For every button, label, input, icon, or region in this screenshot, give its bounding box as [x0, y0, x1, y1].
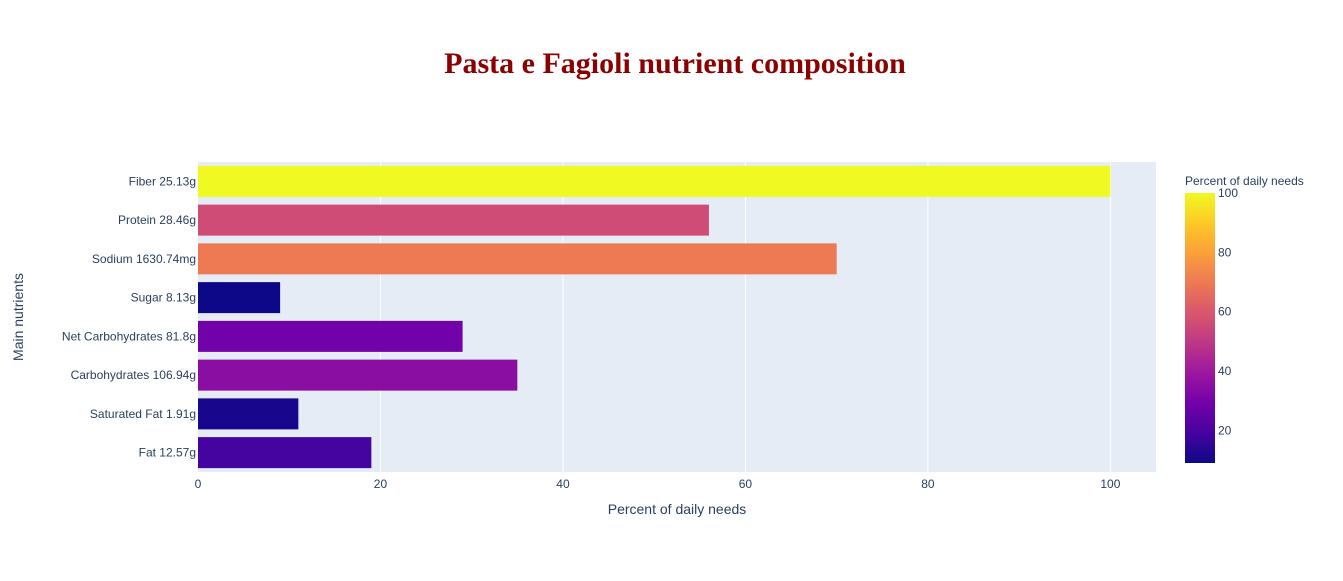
x-tick-label: 80: [921, 477, 935, 491]
y-tick-label: Sugar 8.13g: [131, 291, 196, 305]
y-tick-label: Sodium 1630.74mg: [92, 252, 196, 266]
bar-0: [198, 165, 1111, 197]
colorbar-tick-label: 100: [1218, 186, 1238, 200]
y-tick-label: Fat 12.57g: [139, 446, 196, 460]
bar-6: [198, 398, 299, 430]
colorbar-tick-label: 40: [1218, 364, 1232, 378]
bar-7: [198, 437, 372, 469]
colorbar-title: Percent of daily needs: [1185, 174, 1304, 188]
bar-3: [198, 282, 281, 314]
bar-4: [198, 320, 463, 352]
y-axis-ticks: Fiber 25.13g Protein 28.46g Sodium 1630.74…: [62, 174, 196, 459]
y-tick-label: Fiber 25.13g: [129, 174, 196, 188]
y-tick-label: Carbohydrates 106.94g: [71, 368, 196, 382]
y-tick-label: Saturated Fat 1.91g: [90, 407, 196, 421]
x-tick-label: 0: [195, 477, 202, 491]
colorbar-ticks: 20 40 60 80 100: [1218, 186, 1238, 437]
colorbar-tick-label: 60: [1218, 305, 1232, 319]
x-tick-label: 100: [1100, 477, 1120, 491]
y-axis-label: Main nutrients: [10, 273, 26, 361]
colorbar: [1185, 193, 1215, 463]
y-tick-label: Protein 28.46g: [118, 213, 196, 227]
bar-1: [198, 204, 709, 236]
bar-2: [198, 243, 837, 275]
x-axis-ticks: 0 20 40 60 80 100: [195, 477, 1121, 491]
colorbar-tick-label: 80: [1218, 245, 1232, 259]
x-axis-label: Percent of daily needs: [608, 501, 747, 517]
bars: [198, 165, 1111, 469]
x-tick-label: 20: [374, 477, 388, 491]
colorbar-tick-label: 20: [1218, 423, 1232, 437]
bar-5: [198, 359, 518, 391]
y-tick-label: Net Carbohydrates 81.8g: [62, 329, 196, 343]
chart-title: Pasta e Fagioli nutrient composition: [444, 47, 906, 80]
x-tick-label: 60: [739, 477, 753, 491]
x-tick-label: 40: [556, 477, 570, 491]
